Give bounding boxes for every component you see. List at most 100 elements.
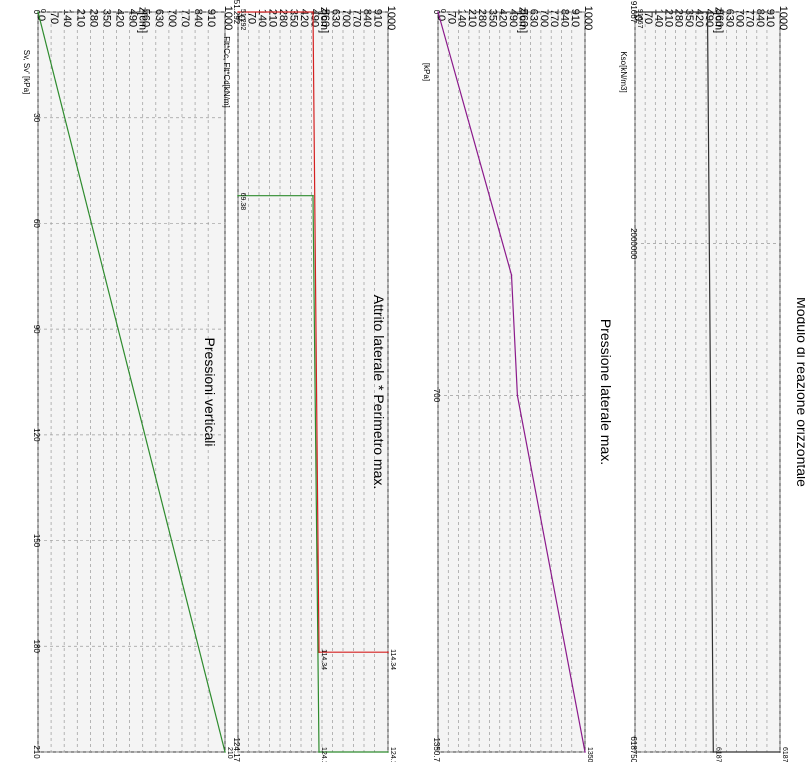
depth-tick-label: 560 bbox=[319, 9, 331, 27]
data-point bbox=[312, 194, 314, 197]
data-point bbox=[37, 11, 39, 13]
data-label: 6187500 bbox=[781, 747, 788, 762]
data-point bbox=[312, 11, 314, 13]
depth-tick-label: 560 bbox=[140, 9, 152, 27]
depth-tick-label: 630 bbox=[723, 9, 735, 27]
depth-tick-label: 140 bbox=[652, 9, 664, 27]
depth-tick-label: 0 bbox=[435, 15, 447, 21]
series-line-0 bbox=[238, 11, 388, 653]
value-tick-label: 124.174 bbox=[232, 738, 241, 762]
depth-tick-label: 210 bbox=[662, 9, 674, 27]
plot-area bbox=[634, 11, 781, 753]
value-tick-label: 90 bbox=[32, 325, 41, 334]
depth-tick-label: 280 bbox=[87, 9, 99, 27]
depth-tick-label: 140 bbox=[61, 9, 73, 27]
data-label: 51.292 bbox=[239, 9, 246, 31]
depth-axis-label: z[cm] bbox=[713, 7, 725, 33]
depth-tick-label: 420 bbox=[114, 9, 126, 27]
depth-tick-label: 1000 bbox=[777, 6, 789, 30]
depth-tick-label: 840 bbox=[192, 9, 204, 27]
depth-tick-label: 0 bbox=[35, 15, 47, 21]
plot-area bbox=[237, 11, 389, 753]
depth-tick-label: 560 bbox=[517, 9, 529, 27]
value-tick-label: 1350.73 bbox=[432, 738, 441, 762]
data-point bbox=[706, 11, 709, 13]
data-point bbox=[318, 751, 320, 753]
depth-tick-label: 490 bbox=[309, 9, 321, 27]
data-point bbox=[437, 11, 439, 13]
depth-tick-label: 210 bbox=[74, 9, 86, 27]
value-tick-label: 150 bbox=[32, 534, 41, 548]
data-label: 0 bbox=[439, 9, 446, 13]
depth-tick-label: 70 bbox=[246, 12, 258, 24]
depth-tick-label: 70 bbox=[642, 12, 654, 24]
depth-tick-label: 140 bbox=[256, 9, 268, 27]
depth-tick-label: 350 bbox=[683, 9, 695, 27]
series-line-0 bbox=[37, 11, 226, 753]
depth-tick-label: 630 bbox=[153, 9, 165, 27]
chart-title: Pressione laterale max. bbox=[598, 319, 614, 465]
value-tick-label: 0 bbox=[432, 10, 441, 15]
value-tick-label: 0 bbox=[32, 10, 41, 15]
depth-tick-label: 840 bbox=[558, 9, 570, 27]
data-point bbox=[387, 651, 389, 653]
data-label: 124.174 bbox=[320, 747, 327, 762]
depth-tick-label: 490 bbox=[507, 9, 519, 27]
depth-tick-label: 910 bbox=[372, 9, 384, 27]
depth-tick-label: 420 bbox=[298, 9, 310, 27]
data-label: 6187500 bbox=[714, 747, 721, 762]
depth-tick-label: 630 bbox=[330, 9, 342, 27]
value-tick-label: 2000000 bbox=[629, 228, 638, 260]
depth-tick-label: 1000 bbox=[582, 6, 594, 30]
value-tick-label: 60 bbox=[32, 219, 41, 228]
depth-tick-label: 70 bbox=[445, 12, 457, 24]
depth-tick-label: 0 bbox=[632, 15, 644, 21]
data-point bbox=[237, 11, 239, 13]
data-point bbox=[510, 274, 513, 276]
depth-tick-label: 280 bbox=[277, 9, 289, 27]
value-tick-label: 180 bbox=[32, 640, 41, 654]
depth-tick-label: 910 bbox=[569, 9, 581, 27]
chart-title: Pressioni verticali bbox=[202, 338, 218, 447]
value-tick-label: 6187500 bbox=[629, 736, 638, 762]
value-tick-label: 700 bbox=[432, 389, 441, 403]
depth-axis-label: z[cm] bbox=[137, 7, 149, 33]
data-label: 69.38 bbox=[239, 193, 246, 211]
depth-tick-label: 420 bbox=[693, 9, 705, 27]
depth-tick-label: 0 bbox=[235, 15, 247, 21]
value-tick-label: 51.292 bbox=[232, 0, 241, 25]
value-axis-label: Flt*Cc, Flt*Cd[kN/m] bbox=[222, 36, 231, 108]
depth-tick-label: 770 bbox=[548, 9, 560, 27]
chart-title: Modulo di reazione orizzontale bbox=[794, 297, 805, 487]
depth-axis-label: z[cm] bbox=[517, 7, 529, 33]
data-label: 124.174 bbox=[389, 747, 396, 762]
depth-tick-label: 910 bbox=[764, 9, 776, 27]
value-tick-label: 120 bbox=[32, 428, 41, 442]
depth-tick-label: 280 bbox=[476, 9, 488, 27]
chart-title: Attrito laterale * Perimetro max. bbox=[371, 295, 387, 490]
depth-tick-label: 140 bbox=[456, 9, 468, 27]
depth-tick-label: 840 bbox=[754, 9, 766, 27]
value-tick-label: 210 bbox=[32, 745, 41, 759]
data-point bbox=[634, 11, 636, 13]
depth-tick-label: 350 bbox=[100, 9, 112, 27]
data-point bbox=[387, 751, 389, 753]
depth-tick-label: 700 bbox=[166, 9, 178, 27]
value-axis-label: Kso[kN/m3] bbox=[619, 51, 628, 92]
depth-tick-label: 910 bbox=[205, 9, 217, 27]
depth-tick-label: 700 bbox=[734, 9, 746, 27]
data-point bbox=[779, 751, 781, 753]
data-label: 210 bbox=[226, 747, 233, 759]
depth-tick-label: 210 bbox=[267, 9, 279, 27]
data-label: 0 bbox=[39, 9, 46, 13]
depth-tick-label: 700 bbox=[340, 9, 352, 27]
data-label: 1350.7 bbox=[586, 747, 593, 762]
depth-tick-label: 70 bbox=[48, 12, 60, 24]
value-tick-label: 91667 bbox=[629, 1, 638, 24]
plot-area bbox=[437, 11, 586, 753]
depth-tick-label: 700 bbox=[538, 9, 550, 27]
depth-tick-label: 490 bbox=[127, 9, 139, 27]
data-point bbox=[318, 651, 320, 653]
